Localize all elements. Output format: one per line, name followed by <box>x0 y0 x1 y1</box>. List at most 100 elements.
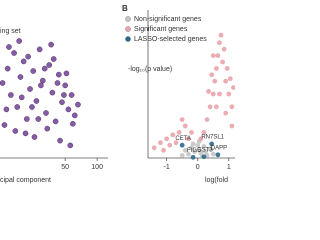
data-point <box>50 56 57 62</box>
data-point <box>229 104 235 110</box>
data-point <box>215 53 221 58</box>
data-point <box>170 132 176 138</box>
data-point <box>8 92 14 98</box>
legend-label: LASSO-selected genes <box>134 36 207 43</box>
data-point <box>14 104 21 110</box>
data-point <box>182 147 188 153</box>
data-point <box>16 38 22 44</box>
data-point <box>52 118 59 125</box>
data-point <box>209 141 215 147</box>
data-point <box>4 65 11 72</box>
data-point <box>210 151 216 157</box>
data-point <box>29 104 35 110</box>
data-point <box>67 142 74 149</box>
data-point <box>22 130 29 137</box>
y-axis-label: -log₁₀(p value) <box>128 66 172 73</box>
data-point <box>44 125 51 132</box>
x-axis-label: log(fold <box>205 177 228 184</box>
data-point <box>182 123 188 129</box>
data-point <box>30 68 37 74</box>
data-point <box>223 110 229 116</box>
data-point <box>201 144 207 149</box>
legend-label: Non-significant genes <box>134 16 202 23</box>
data-point <box>65 106 72 113</box>
data-point <box>220 59 225 65</box>
data-point <box>229 123 235 129</box>
data-point <box>223 78 229 84</box>
data-point <box>55 71 62 78</box>
data-point <box>203 149 208 155</box>
data-point <box>201 154 207 160</box>
data-point <box>201 130 207 135</box>
data-point <box>63 70 70 77</box>
data-point <box>49 89 56 96</box>
data-point <box>1 122 8 128</box>
x-tick-label: 100 <box>91 164 103 171</box>
data-point <box>11 50 17 56</box>
data-point <box>218 32 224 38</box>
data-point <box>40 77 46 84</box>
data-point <box>226 91 232 97</box>
data-point <box>33 98 40 104</box>
data-point <box>36 46 43 53</box>
figure: 50 100 cipal component ing set -1 0 1 log(fold -… <box>0 4 235 184</box>
x-tick-label: 0 <box>196 164 200 171</box>
data-point <box>189 145 194 151</box>
data-point <box>195 142 201 148</box>
data-point <box>224 66 230 71</box>
data-point <box>20 58 27 65</box>
data-point <box>70 121 76 127</box>
data-point <box>35 116 42 122</box>
data-point <box>204 117 210 122</box>
data-point <box>17 74 24 80</box>
data-point <box>192 149 198 155</box>
data-point <box>207 146 213 152</box>
point-label: DAPP <box>211 145 227 151</box>
data-point <box>206 89 211 94</box>
data-point <box>190 154 196 160</box>
data-point <box>71 112 78 119</box>
data-point <box>31 134 38 140</box>
data-point <box>198 150 204 156</box>
point-label: CETA <box>175 136 191 142</box>
data-point <box>207 104 213 110</box>
data-point <box>176 130 182 135</box>
data-point <box>221 46 227 52</box>
point-label: FIGS <box>187 148 201 154</box>
data-point <box>3 106 10 113</box>
data-point <box>68 92 75 98</box>
x-tick-label: 1 <box>227 164 231 171</box>
data-point <box>185 136 191 142</box>
data-point <box>24 116 30 122</box>
data-point <box>179 153 185 158</box>
data-point <box>213 104 219 110</box>
data-point <box>25 53 31 60</box>
panel-label: B <box>122 4 128 13</box>
data-point <box>161 147 166 153</box>
data-point <box>18 94 25 101</box>
data-point <box>231 85 235 90</box>
legend-label: ing set <box>0 28 21 35</box>
data-point <box>59 99 65 105</box>
legend-marker <box>125 26 131 32</box>
point-label: RN7SL1 <box>201 134 224 140</box>
data-point <box>61 92 67 98</box>
legend-marker <box>125 36 131 42</box>
data-point <box>185 151 191 157</box>
data-point <box>75 101 81 108</box>
data-point <box>217 40 222 46</box>
data-point <box>57 137 63 144</box>
data-point <box>173 140 179 146</box>
data-point <box>54 80 61 86</box>
data-point <box>189 130 194 135</box>
data-point <box>179 142 185 148</box>
data-point <box>41 65 48 72</box>
data-point <box>27 86 33 92</box>
data-point <box>62 82 68 89</box>
data-point <box>227 76 233 82</box>
data-point <box>158 140 163 146</box>
data-point <box>38 82 44 89</box>
point-label: GST3 <box>197 147 213 153</box>
data-point <box>198 136 204 142</box>
data-point <box>210 53 216 58</box>
